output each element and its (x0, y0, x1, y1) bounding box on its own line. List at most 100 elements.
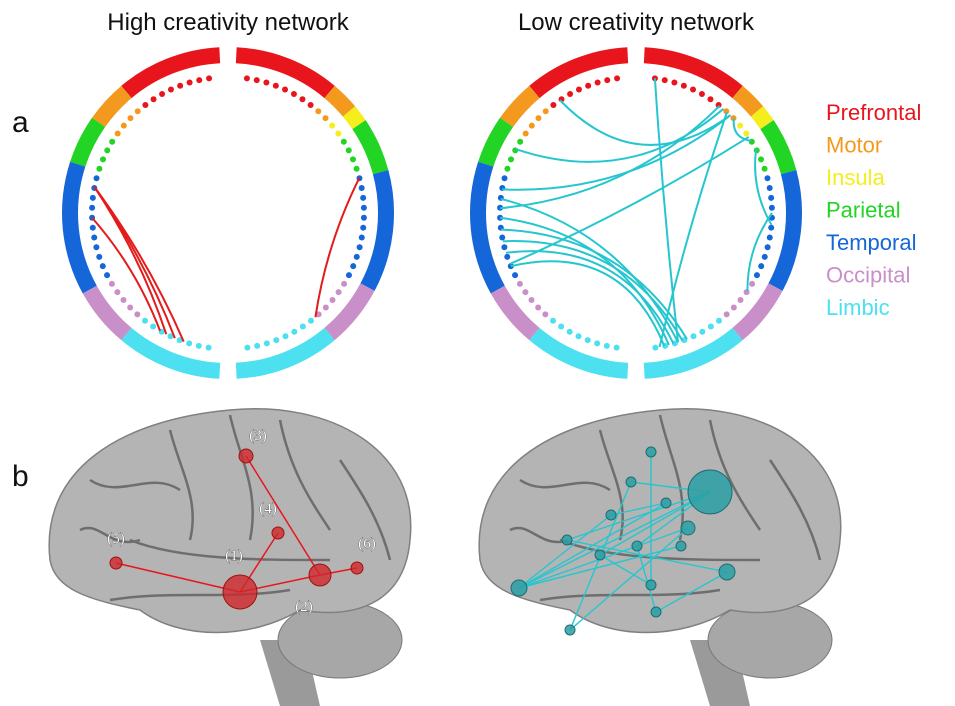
region-dot (501, 244, 507, 250)
region-dot (731, 304, 737, 310)
ring-segment (83, 286, 132, 340)
region-dot (100, 263, 106, 269)
region-dot (151, 96, 157, 102)
network-node (562, 535, 572, 545)
region-dot (346, 147, 352, 153)
region-dot (142, 318, 148, 324)
region-dot (517, 139, 523, 145)
network-node (632, 541, 642, 551)
ring-segment (768, 170, 802, 291)
region-dot (341, 281, 347, 287)
network-node (351, 562, 363, 574)
region-dot (754, 272, 760, 278)
region-dot (724, 311, 730, 317)
region-dot (567, 91, 573, 97)
node-label: (1) (225, 548, 243, 564)
network-node (626, 477, 636, 487)
region-dot (299, 96, 305, 102)
region-dot (614, 75, 620, 81)
network-node (646, 580, 656, 590)
ring-segment (732, 283, 782, 340)
region-dot (699, 329, 705, 335)
region-dot (708, 324, 714, 330)
region-dot (244, 345, 250, 351)
ring-segment (92, 86, 132, 127)
region-dot (291, 91, 297, 97)
region-dot (767, 185, 773, 191)
region-dot (134, 311, 140, 317)
region-dot (254, 343, 260, 349)
region-dot (768, 225, 774, 231)
region-dot (762, 254, 768, 260)
network-node (676, 541, 686, 551)
connection (655, 78, 678, 342)
ring-segment (324, 283, 374, 340)
region-dot (699, 91, 705, 97)
region-dot (206, 75, 212, 81)
region-dot (354, 254, 360, 260)
region-dot (662, 77, 668, 83)
ring-segment (491, 286, 540, 340)
region-dot (315, 108, 321, 114)
region-dot (567, 329, 573, 335)
legend-entry: Occipital (826, 263, 910, 288)
region-dot (737, 297, 743, 303)
region-dot (142, 102, 148, 108)
region-dot (671, 80, 677, 86)
legend-entry: Parietal (826, 198, 901, 223)
legend-entry: Motor (826, 133, 882, 158)
network-node (110, 557, 122, 569)
region-dot (614, 345, 620, 351)
network-node (223, 575, 257, 609)
region-dot (104, 272, 110, 278)
region-dot (690, 87, 696, 93)
region-dot (762, 166, 768, 172)
legend-entry: Limbic (826, 295, 890, 320)
region-dot (543, 108, 549, 114)
cerebellum (708, 602, 832, 678)
region-dot (523, 130, 529, 136)
region-dot (336, 289, 342, 295)
region-dot (96, 166, 102, 172)
ring-segment (500, 86, 540, 127)
region-dot (604, 343, 610, 349)
region-dot (109, 139, 115, 145)
region-dot (115, 130, 121, 136)
ring-segment (478, 118, 513, 167)
network-title: High creativity network (107, 9, 349, 36)
network-node (565, 625, 575, 635)
region-dot (737, 123, 743, 129)
panel-label: a (12, 106, 29, 139)
region-dot (749, 281, 755, 287)
region-dot (550, 318, 556, 324)
region-dot (743, 130, 749, 136)
region-dot (121, 297, 127, 303)
region-dot (529, 297, 535, 303)
region-dot (114, 289, 120, 295)
region-dot (96, 254, 102, 260)
region-dot (535, 304, 541, 310)
region-dot (576, 87, 582, 93)
region-dot (359, 235, 365, 241)
region-dot (764, 175, 770, 181)
region-dot (186, 340, 192, 346)
network-node (719, 564, 735, 580)
ring-segment (70, 118, 105, 167)
region-dot (508, 156, 514, 162)
network-node (309, 564, 331, 586)
region-dot (90, 195, 96, 201)
region-dot (585, 337, 591, 343)
legend-entry: Prefrontal (826, 100, 921, 125)
node-label: (5) (107, 531, 125, 547)
region-dot (187, 80, 193, 86)
region-dot (749, 139, 755, 145)
network-node (595, 550, 605, 560)
region-dot (89, 205, 95, 211)
region-dot (100, 156, 106, 162)
network-node (651, 607, 661, 617)
region-dot (109, 281, 115, 287)
region-dot (127, 304, 133, 310)
region-dot (308, 318, 314, 324)
connection (516, 109, 724, 162)
connection (500, 106, 720, 208)
